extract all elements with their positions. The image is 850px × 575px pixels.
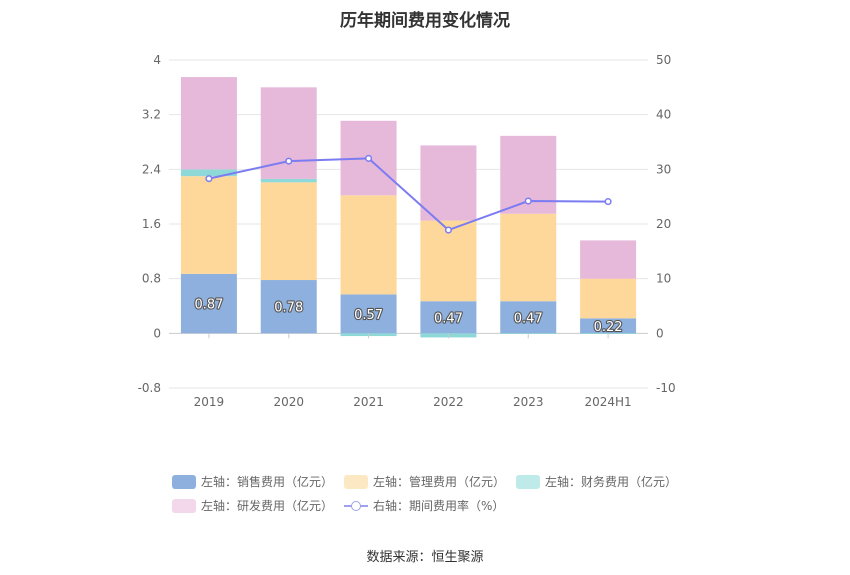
- x-axis-tick-label: 2023: [513, 395, 544, 409]
- point-expense-ratio: [524, 197, 532, 205]
- left-axis-tick-label: 3.2: [142, 108, 161, 122]
- right-axis-tick-label: 40: [656, 108, 671, 122]
- legend-label-admin: 左轴：管理费用（亿元）: [373, 475, 506, 489]
- chart-title: 历年期间费用变化情况: [340, 11, 510, 31]
- left-axis-tick-label: 0: [153, 326, 161, 340]
- data-label-sales: 0.57: [354, 308, 383, 323]
- bar-admin: [340, 195, 397, 295]
- legend-swatch-sales: [172, 474, 196, 489]
- x-axis-tick-label: 2019: [194, 395, 225, 409]
- bar-sales: [580, 318, 637, 334]
- right-axis-tick-label: 50: [656, 53, 671, 67]
- data-label-sales: 0.47: [434, 311, 463, 326]
- left-axis-tick-label: 2.4: [142, 162, 161, 176]
- legend-item-rnd[interactable]: 左轴：研发费用（亿元）: [172, 497, 333, 514]
- bar-rnd: [580, 240, 637, 279]
- left-axis-tick-label: 0.8: [142, 272, 161, 286]
- left-axis-tick-label: -0.8: [138, 381, 161, 395]
- bar-finance: [260, 178, 317, 183]
- bar-sales: [180, 273, 237, 334]
- legend-item-expense-ratio[interactable]: 右轴：期间费用率（%）: [344, 497, 504, 514]
- point-expense-ratio: [205, 175, 213, 183]
- data-label-sales: 0.87: [194, 298, 223, 313]
- bar-admin: [420, 220, 477, 302]
- bar-sales: [500, 301, 557, 334]
- left-axis-tick-label: 4: [153, 53, 161, 67]
- point-expense-ratio: [444, 226, 452, 234]
- x-axis-tick-label: 2022: [433, 395, 464, 409]
- point-expense-ratio: [365, 154, 373, 162]
- bar-admin: [180, 176, 237, 274]
- legend-label-sales: 左轴：销售费用（亿元）: [201, 475, 334, 489]
- bar-rnd: [420, 145, 477, 221]
- data-label-sales: 0.22: [594, 320, 623, 335]
- bar-admin: [500, 213, 557, 302]
- right-axis-tick-label: 30: [656, 162, 671, 176]
- x-axis-tick-label: 2021: [353, 395, 384, 409]
- point-expense-ratio: [604, 198, 612, 206]
- right-axis-tick-label: 10: [656, 272, 671, 286]
- legend-label-expense-ratio: 右轴：期间费用率（%）: [373, 499, 505, 513]
- bar-finance: [180, 169, 237, 177]
- legend-swatch-finance: [516, 474, 540, 489]
- legend-label-rnd: 左轴：研发费用（亿元）: [201, 499, 334, 513]
- x-axis-tick-label: 2020: [273, 395, 304, 409]
- data-source: 数据来源：恒生聚源: [366, 550, 484, 565]
- bar-admin: [580, 278, 637, 319]
- right-axis-tick-label: -10: [656, 381, 676, 395]
- legend-item-sales[interactable]: 左轴：销售费用（亿元）: [172, 473, 333, 490]
- legend-item-finance[interactable]: 左轴：财务费用（亿元）: [516, 473, 677, 490]
- bar-admin: [260, 182, 317, 281]
- data-label-sales: 0.78: [274, 301, 303, 316]
- bar-sales: [420, 301, 477, 334]
- legend-swatch-rnd: [172, 498, 196, 513]
- left-axis-tick-label: 1.6: [142, 217, 161, 231]
- legend-swatch-admin: [344, 474, 368, 489]
- legend-label-finance: 左轴：财务费用（亿元）: [545, 475, 678, 489]
- data-label-sales: 0.47: [514, 311, 543, 326]
- point-expense-ratio: [285, 157, 293, 165]
- right-axis-tick-label: 0: [656, 326, 664, 340]
- bar-rnd: [180, 77, 237, 170]
- legend-item-admin[interactable]: 左轴：管理费用（亿元）: [344, 473, 505, 490]
- line-expense-ratio: [208, 157, 609, 232]
- bar-sales: [260, 280, 317, 334]
- x-axis-tick-label: 2024H1: [584, 395, 631, 409]
- legend-swatch-expense-ratio: [344, 499, 368, 513]
- bar-sales: [340, 294, 397, 334]
- right-axis-tick-label: 20: [656, 217, 671, 231]
